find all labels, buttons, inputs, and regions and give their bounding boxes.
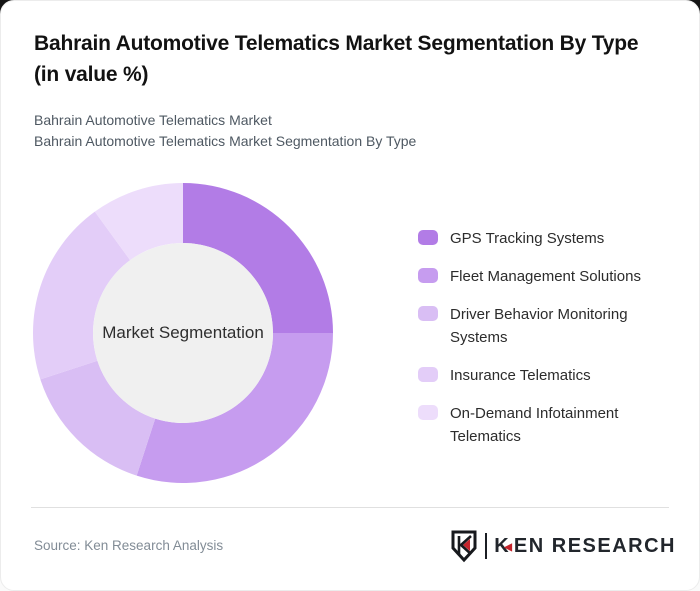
legend-item-on-demand-infotainment-telematics[interactable]: On-Demand Infotainment Telematics	[418, 402, 665, 448]
legend-swatch-icon	[418, 230, 438, 245]
logo-wordmark: K ◀ EN RESEARCH	[494, 535, 676, 558]
footer-divider	[31, 507, 669, 508]
legend-swatch-icon	[418, 405, 438, 420]
legend-item-insurance-telematics[interactable]: Insurance Telematics	[418, 364, 665, 387]
ken-research-shield-icon	[451, 530, 477, 563]
donut-segment-insurance-telematics[interactable]	[33, 211, 131, 380]
logo-separator	[485, 533, 488, 559]
legend-label: Fleet Management Solutions	[450, 268, 641, 285]
legend-item-driver-behavior-monitoring-systems[interactable]: Driver Behavior Monitoring Systems	[418, 303, 665, 349]
donut-inner-circle	[93, 243, 273, 423]
legend-label: Driver Behavior Monitoring Systems	[450, 306, 628, 346]
chart-subtitle-2: Bahrain Automotive Telematics Market Seg…	[34, 133, 417, 149]
source-text: Source: Ken Research Analysis	[34, 538, 224, 553]
legend-swatch-icon	[418, 306, 438, 321]
legend-item-fleet-management-solutions[interactable]: Fleet Management Solutions	[418, 265, 665, 288]
legend-swatch-icon	[418, 367, 438, 382]
logo-letter-k: K	[494, 534, 511, 557]
ken-research-logo: K ◀ EN RESEARCH	[449, 528, 676, 564]
legend-label: On-Demand Infotainment Telematics	[450, 405, 619, 445]
donut-segment-fleet-management-solutions[interactable]	[136, 333, 333, 483]
chart-title: Bahrain Automotive Telematics Market Seg…	[34, 32, 639, 86]
donut-segment-driver-behavior-monitoring-systems[interactable]	[40, 360, 156, 476]
donut-segment-on-demand-infotainment-telematics[interactable]	[94, 183, 183, 261]
donut-chart-area: Market Segmentation	[33, 183, 333, 483]
chart-legend: GPS Tracking Systems Fleet Management Sol…	[418, 227, 665, 448]
chart-subtitles: Bahrain Automotive Telematics Market Bah…	[34, 110, 416, 152]
legend-item-gps-tracking-systems[interactable]: GPS Tracking Systems	[418, 227, 665, 250]
logo-red-triangle-icon: ◀	[504, 541, 512, 553]
legend-label: Insurance Telematics	[450, 367, 591, 384]
donut-segment-gps-tracking-systems[interactable]	[183, 183, 333, 333]
logo-wordmark-rest: EN RESEARCH	[513, 534, 676, 557]
legend-swatch-icon	[418, 268, 438, 283]
chart-subtitle-1: Bahrain Automotive Telematics Market	[34, 112, 272, 128]
legend-label: GPS Tracking Systems	[450, 230, 605, 247]
donut-chart[interactable]	[33, 183, 333, 483]
